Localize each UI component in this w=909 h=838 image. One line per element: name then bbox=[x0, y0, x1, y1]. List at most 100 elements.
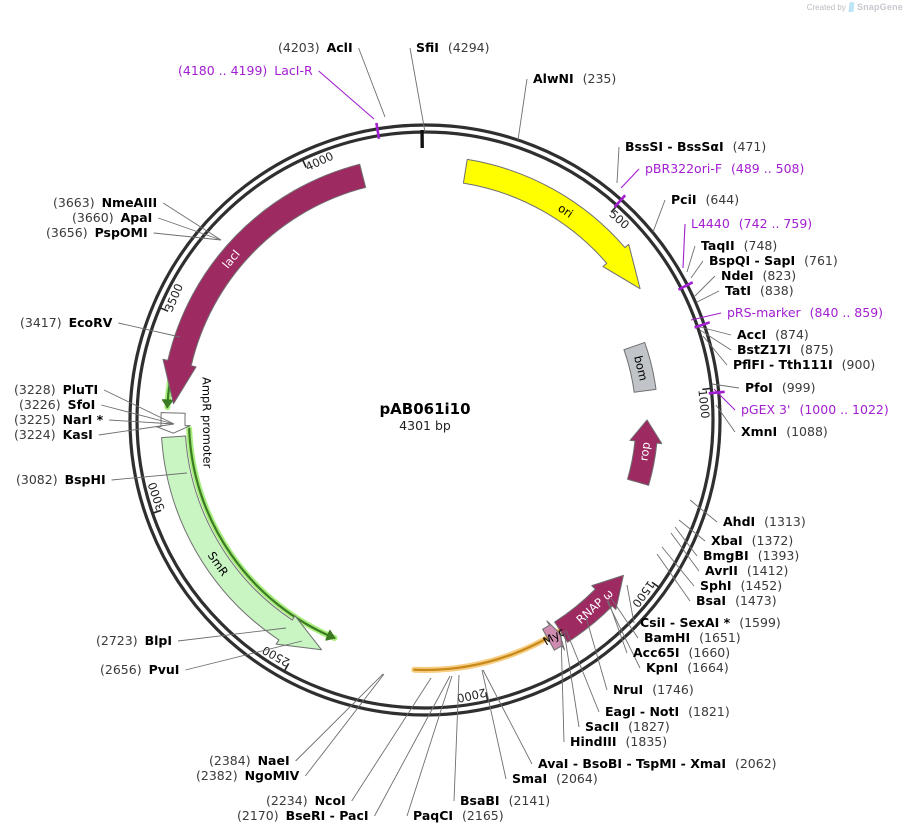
site-name: SmaI bbox=[512, 771, 547, 786]
site-label[interactable]: HindIII (1835) bbox=[570, 734, 667, 749]
leader-line bbox=[304, 673, 385, 777]
site-label[interactable]: PciI (644) bbox=[671, 192, 739, 207]
feature-ori[interactable] bbox=[462, 158, 641, 290]
leader-line bbox=[103, 389, 175, 425]
purple-site-marker bbox=[708, 390, 725, 395]
site-label[interactable]: (3082) BspHI bbox=[16, 472, 106, 487]
site-label[interactable]: BstZ17I (875) bbox=[737, 342, 834, 357]
feature-rop[interactable] bbox=[627, 419, 663, 486]
site-position: (1651) bbox=[699, 630, 741, 645]
site-position: (1746) bbox=[652, 682, 694, 697]
site-position: (4180 .. 4199) bbox=[178, 63, 267, 78]
purple-site-marker bbox=[375, 122, 381, 139]
site-position: (3663) bbox=[53, 195, 95, 210]
site-position: (2062) bbox=[735, 756, 777, 771]
site-label[interactable]: (4203) AclI bbox=[278, 40, 353, 55]
site-label[interactable]: XmnI (1088) bbox=[741, 424, 828, 439]
leader-line bbox=[715, 404, 736, 433]
site-name: XbaI bbox=[711, 533, 743, 548]
site-label[interactable]: (2656) PvuI bbox=[100, 662, 179, 677]
site-label[interactable]: AlwNI (235) bbox=[533, 71, 616, 86]
site-name: NgoMIV bbox=[245, 768, 300, 783]
site-label[interactable]: EagI - NotI (1821) bbox=[605, 704, 730, 719]
feature-smr[interactable] bbox=[161, 435, 323, 651]
site-position: (2141) bbox=[509, 793, 551, 808]
leader-line bbox=[517, 78, 528, 141]
site-label[interactable]: (2234) NcoI bbox=[266, 793, 346, 808]
ruler-tick bbox=[302, 159, 307, 168]
site-position: (2165) bbox=[462, 808, 504, 823]
site-label[interactable]: (2384) NaeI bbox=[209, 753, 290, 768]
site-label[interactable]: (3656) PspOMI bbox=[46, 225, 148, 240]
feature-bom[interactable] bbox=[623, 341, 657, 393]
site-label[interactable]: (2723) BlpI bbox=[96, 633, 172, 648]
site-label[interactable]: (3225) NarI * bbox=[14, 412, 104, 427]
site-label[interactable]: pGEX 3' (1000 .. 1022) bbox=[741, 402, 889, 417]
site-label[interactable]: (3228) PluTI bbox=[14, 382, 98, 397]
label-leader-lines bbox=[98, 47, 740, 817]
site-position: (838) bbox=[760, 283, 794, 298]
site-label[interactable]: (3224) KasI bbox=[14, 427, 93, 442]
site-label[interactable]: AhdI (1313) bbox=[723, 514, 806, 529]
leader-line bbox=[711, 383, 740, 389]
site-label[interactable]: SphI (1452) bbox=[700, 578, 782, 593]
site-label[interactable]: PaqCI (2165) bbox=[413, 808, 504, 823]
leader-line bbox=[670, 532, 700, 572]
site-label[interactable]: pBR322ori-F (489 .. 508) bbox=[645, 161, 804, 176]
site-label[interactable]: NruI (1746) bbox=[613, 682, 694, 697]
site-label[interactable]: TaqII (748) bbox=[701, 238, 777, 253]
site-name: BspQI - SapI bbox=[709, 253, 795, 268]
feature-label: rop bbox=[637, 441, 654, 462]
site-label[interactable]: KpnI (1664) bbox=[646, 660, 729, 675]
site-name: SacII bbox=[585, 719, 619, 734]
site-label[interactable]: (4180 .. 4199) LacI-R bbox=[178, 63, 313, 78]
site-position: (1412) bbox=[747, 563, 789, 578]
purple-site-marker bbox=[677, 281, 694, 291]
site-label[interactable]: PflFI - Tth111I (900) bbox=[733, 357, 875, 372]
site-label[interactable]: pRS-marker (840 .. 859) bbox=[727, 305, 883, 320]
site-label[interactable]: BspQI - SapI (761) bbox=[709, 253, 838, 268]
site-label[interactable]: NdeI (823) bbox=[721, 268, 796, 283]
site-label[interactable]: TatI (838) bbox=[725, 283, 794, 298]
site-name: TaqII bbox=[701, 238, 735, 253]
site-label[interactable]: (3226) SfoI bbox=[19, 397, 95, 412]
site-label[interactable]: Acc65I (1660) bbox=[633, 645, 730, 660]
feature-ampr-promoter[interactable] bbox=[155, 412, 191, 434]
site-position: (489 .. 508) bbox=[731, 161, 804, 176]
site-position: (2384) bbox=[209, 753, 251, 768]
site-label[interactable]: (3660) ApaI bbox=[72, 210, 152, 225]
feature-rnap-[interactable] bbox=[554, 574, 624, 643]
leader-line bbox=[158, 217, 222, 241]
site-name: L4440 bbox=[691, 216, 730, 231]
site-label[interactable]: XbaI (1372) bbox=[711, 533, 793, 548]
site-position: (644) bbox=[706, 192, 740, 207]
site-label[interactable]: (2382) NgoMIV bbox=[196, 768, 300, 783]
site-label[interactable]: PfoI (999) bbox=[745, 380, 815, 395]
site-label[interactable]: CsiI - SexAI * (1599) bbox=[640, 615, 781, 630]
feature-myc[interactable] bbox=[542, 620, 566, 651]
site-label[interactable]: AccI (874) bbox=[737, 327, 809, 342]
site-position: (1452) bbox=[741, 578, 783, 593]
site-label[interactable]: BssSI - BssSαI (471) bbox=[625, 139, 766, 154]
leader-line bbox=[318, 70, 375, 120]
site-label[interactable]: AvrII (1412) bbox=[705, 563, 788, 578]
site-label[interactable]: AvaI - BsoBI - TspMI - XmaI (2062) bbox=[538, 756, 777, 771]
site-name: BlpI bbox=[145, 633, 172, 648]
leader-line bbox=[162, 202, 222, 241]
site-label[interactable]: BsaBI (2141) bbox=[460, 793, 550, 808]
site-labels: (4203) AclI SfiI (4294) AlwNI (235) (4180 .. 4… bbox=[14, 40, 889, 823]
site-label[interactable]: (3663) NmeAIII bbox=[53, 195, 157, 210]
leader-line bbox=[351, 677, 432, 802]
site-label[interactable]: SfiI (4294) bbox=[416, 40, 490, 55]
site-label[interactable]: L4440 (742 .. 759) bbox=[691, 216, 812, 231]
site-label[interactable]: (2170) BseRI - PacI bbox=[237, 808, 369, 823]
leader-line bbox=[606, 600, 641, 669]
site-label[interactable]: BmgBI (1393) bbox=[703, 548, 799, 563]
feature-laci[interactable] bbox=[162, 163, 367, 405]
site-label[interactable]: BsaI (1473) bbox=[696, 593, 777, 608]
site-label[interactable]: SacII (1827) bbox=[585, 719, 670, 734]
site-label[interactable]: SmaI (2064) bbox=[512, 771, 598, 786]
site-label[interactable]: (3417) EcoRV bbox=[20, 315, 113, 330]
site-label[interactable]: BamHI (1651) bbox=[644, 630, 741, 645]
